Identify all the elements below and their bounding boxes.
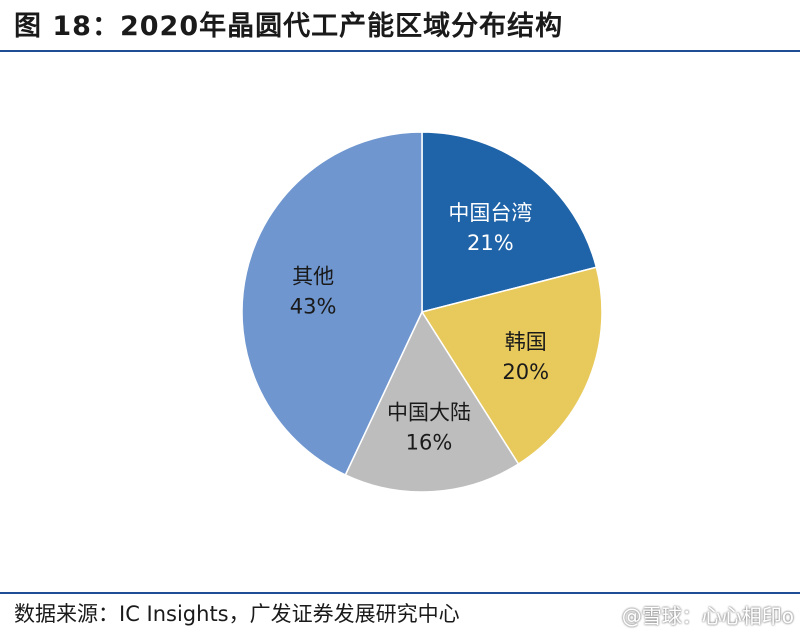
pie-slice-1 [420,266,603,466]
slice-value-2: 16% [406,430,453,454]
pie-labels: 中国台湾 21% 韩国 20% 中国大陆 16% 其他 43% [290,201,549,455]
pie-slice-3 [241,131,423,476]
pie-slice-0 [421,131,598,313]
bottom-rule [0,592,800,594]
pie-slices [241,131,603,493]
slice-label-2: 中国大陆 [387,400,471,424]
slice-value-0: 21% [467,231,514,255]
top-rule [0,50,800,52]
slice-value-3: 43% [290,295,337,319]
pie-slice-2 [344,310,520,493]
slice-label-0: 中国台湾 [448,201,532,225]
source-note: 数据来源：IC Insights，广发证券发展研究中心 [14,602,460,626]
slice-label-1: 韩国 [505,330,547,354]
slice-value-1: 20% [502,360,549,384]
chart-title: 图 18：2020年晶圆代工产能区域分布结构 [14,11,564,42]
slice-label-3: 其他 [292,265,334,289]
watermark: @雪球：心心相印o [621,604,794,628]
pie-chart: 中国台湾 21% 韩国 20% 中国大陆 16% 其他 43% [241,131,603,493]
